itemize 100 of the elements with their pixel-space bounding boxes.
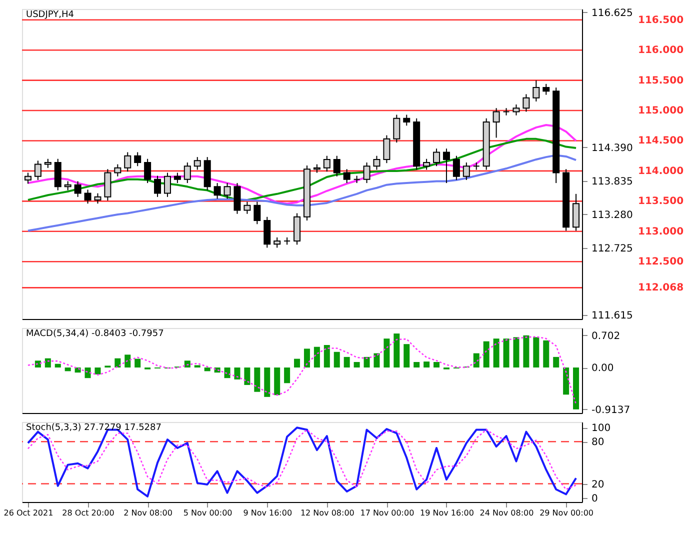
- y-tick-label: 116.625: [592, 8, 633, 19]
- bar: [84, 368, 91, 378]
- bar: [114, 358, 121, 368]
- candlestick: [94, 192, 102, 204]
- candlestick: [214, 182, 221, 200]
- ref-line-label: 116.000: [638, 45, 684, 56]
- bar: [344, 356, 350, 368]
- line-series: [26, 124, 578, 205]
- bar: [513, 337, 520, 368]
- bar: [364, 356, 370, 368]
- candlestick: [224, 182, 231, 200]
- bar: [543, 340, 550, 368]
- candlestick: [154, 175, 162, 198]
- candlestick: [373, 155, 380, 170]
- candlestick: [433, 148, 440, 167]
- y-tick-label: 112.725: [592, 243, 633, 254]
- candlestick: [124, 152, 132, 172]
- bar: [134, 358, 141, 368]
- bar: [553, 356, 560, 368]
- candlestick: [442, 148, 450, 184]
- ref-line-label: 116.500: [638, 14, 684, 26]
- candlestick: [492, 108, 500, 138]
- ref-line-label: 113.500: [638, 196, 684, 208]
- line-series: [27, 336, 577, 405]
- x-tick-label: 5 Nov 00:00: [183, 508, 232, 518]
- bar: [94, 368, 101, 374]
- candlestick: [572, 193, 580, 232]
- bar: [533, 337, 540, 368]
- candlestick: [452, 155, 460, 181]
- y-tick-label: 100: [592, 423, 611, 434]
- candlestick: [542, 83, 550, 96]
- bar: [234, 368, 240, 380]
- bar: [434, 362, 440, 368]
- candlestick: [274, 236, 281, 248]
- bar: [54, 364, 61, 368]
- bar: [254, 368, 260, 392]
- x-tick-label: 26 Oct 2021: [4, 508, 54, 518]
- ref-line-label: 112.068: [638, 282, 684, 294]
- candlestick: [323, 155, 330, 172]
- candlestick: [333, 155, 340, 177]
- y-tick-label: 0.702: [592, 330, 620, 342]
- ref-line-label: 114.500: [638, 136, 684, 147]
- candlestick: [264, 216, 271, 248]
- candlestick: [512, 104, 520, 116]
- x-tick-label: 2 Nov 08:00: [124, 508, 172, 518]
- candlestick: [462, 162, 470, 181]
- candlestick: [164, 172, 171, 198]
- bar: [483, 341, 490, 368]
- bar: [314, 346, 320, 368]
- candlestick: [134, 152, 142, 167]
- bar: [224, 368, 230, 378]
- candlestick: [144, 158, 152, 184]
- x-tick-label: 29 Nov 00:00: [540, 508, 594, 518]
- bar: [493, 338, 500, 368]
- line-series: [26, 138, 578, 201]
- chart-title: USDJPY,H4: [26, 10, 74, 20]
- candlestick: [393, 114, 400, 144]
- bar: [274, 368, 280, 396]
- candlestick: [114, 164, 122, 177]
- bar: [64, 368, 71, 372]
- bar: [523, 335, 530, 368]
- candlestick: [343, 168, 350, 184]
- y-tick-label: 114.390: [592, 142, 633, 154]
- candlestick: [24, 172, 32, 184]
- bar: [304, 348, 310, 368]
- y-tick-label: 111.615: [592, 310, 633, 322]
- y-tick-label: 0: [592, 493, 598, 504]
- ref-line-label: 115.500: [638, 75, 684, 86]
- candlestick: [34, 160, 42, 181]
- x-tick-label: 17 Nov 00:00: [360, 508, 414, 518]
- bar: [264, 368, 270, 397]
- candlestick: [383, 134, 390, 164]
- bar: [384, 338, 390, 368]
- bar: [284, 368, 290, 384]
- bar: [184, 360, 190, 368]
- candlestick: [44, 158, 52, 168]
- bar: [414, 362, 420, 368]
- candlestick: [84, 189, 92, 204]
- bar: [424, 362, 430, 368]
- ref-line-label: 113.000: [638, 226, 684, 238]
- candlestick: [403, 114, 410, 126]
- candlestick: [502, 108, 510, 116]
- candlestick: [522, 94, 530, 112]
- bar: [473, 353, 480, 368]
- x-tick-label: 12 Nov 08:00: [300, 508, 354, 518]
- bar: [34, 360, 41, 368]
- bar: [374, 353, 380, 368]
- bar: [294, 358, 300, 368]
- candlestick: [174, 172, 181, 184]
- chart-title: MACD(5,34,4) -0.8403 -0.7957: [26, 329, 164, 339]
- line-series: [26, 154, 578, 232]
- chart-title: Stoch(5,3,3) 27.7279 17.5287: [26, 423, 162, 433]
- ref-line-label: 114.000: [638, 166, 684, 177]
- bar: [204, 368, 210, 372]
- y-tick-label: 113.835: [592, 176, 633, 188]
- candlestick: [234, 182, 241, 214]
- bar: [404, 344, 410, 368]
- candlestick: [423, 158, 430, 170]
- bar: [44, 358, 51, 368]
- candlestick: [194, 156, 201, 170]
